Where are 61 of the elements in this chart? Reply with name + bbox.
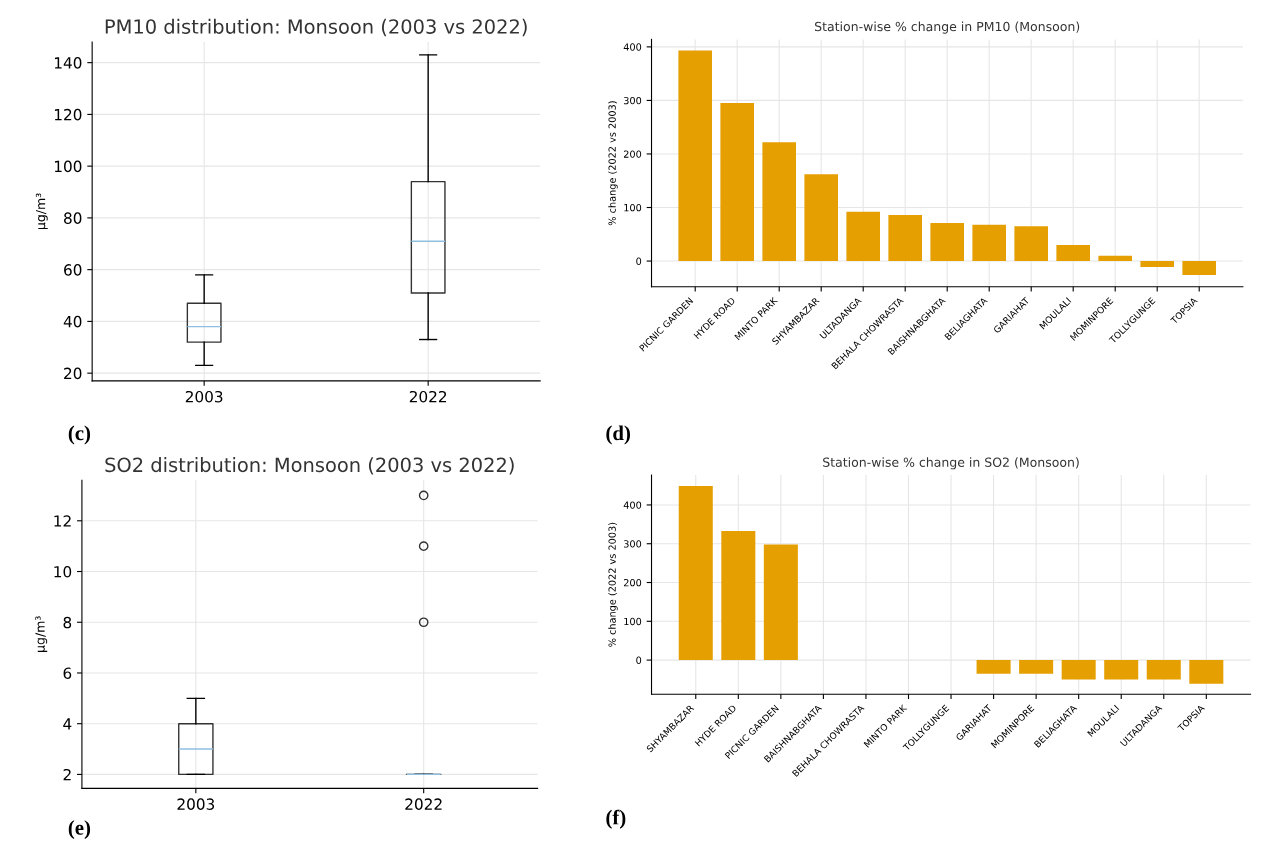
y-tick-label: 400	[623, 501, 642, 509]
y-tick-label: 2	[63, 768, 71, 781]
bar	[1061, 660, 1096, 680]
y-tick-label: 200	[623, 150, 642, 158]
y-tick-label: 120	[54, 108, 82, 121]
bar	[1189, 660, 1224, 684]
bar	[1140, 261, 1174, 267]
y-tick-label: 100	[624, 617, 642, 626]
x-tick-label: 2022	[405, 798, 442, 810]
y-tick-label: 80	[64, 212, 82, 224]
y-tick-label: 100	[54, 160, 82, 173]
y-tick-label: 4	[63, 718, 72, 730]
bar	[678, 50, 712, 262]
chart-title: Station-wise % change in SO2 (Monsoon)	[823, 457, 1079, 470]
y-tick-label: 6	[63, 667, 72, 679]
text: (e)	[68, 820, 91, 840]
y-tick-label: 0	[636, 257, 642, 265]
y-tick-label: 300	[623, 96, 642, 105]
x-tick-label: 2003	[185, 390, 223, 403]
y-tick-label: 8	[63, 616, 72, 629]
bar	[762, 142, 796, 262]
y-tick-label: 200	[623, 578, 642, 587]
bar	[763, 544, 798, 661]
y-tick-label: 0	[636, 656, 642, 664]
text: (d)	[606, 425, 630, 445]
x-tick-label: 2003	[177, 798, 215, 810]
y-tick-label: 60	[64, 264, 82, 276]
bar	[1014, 226, 1048, 262]
text: (c)	[68, 425, 91, 445]
bar	[1019, 660, 1054, 674]
bar	[1182, 261, 1216, 275]
text: (f)	[606, 809, 626, 829]
bar	[972, 224, 1006, 262]
bar	[1056, 244, 1090, 262]
y-tick-label: 100	[624, 203, 642, 212]
y-tick-label: 10	[54, 565, 72, 578]
bar	[1098, 255, 1132, 262]
bar	[720, 103, 754, 262]
y-tick-label: 20	[64, 367, 82, 380]
y-tick-label: 400	[623, 43, 642, 51]
chart-title: PM10 distribution: Monsoon (2003 vs 2022)	[105, 18, 527, 37]
bar	[804, 174, 838, 262]
y-tick-label: 140	[54, 57, 82, 69]
bar	[1146, 660, 1181, 680]
y-axis-title: µg/m³	[35, 616, 48, 652]
bar	[888, 215, 922, 262]
y-tick-label: 12	[54, 515, 71, 527]
y-tick-label: 40	[63, 315, 82, 328]
bar	[678, 485, 713, 661]
bar	[976, 660, 1011, 674]
y-axis-title: % change (2022 vs 2003)	[608, 522, 618, 647]
bar	[721, 530, 756, 661]
bar	[930, 223, 964, 262]
bar	[1104, 660, 1139, 680]
y-axis-title: µg/m³	[35, 193, 48, 230]
bar	[846, 211, 880, 262]
x-tick-label: 2022	[409, 390, 447, 403]
chart-title: Station-wise % change in PM10 (Monsoon)	[815, 21, 1080, 34]
y-tick-label: 300	[623, 540, 642, 548]
y-axis-title: % change (2022 vs 2003)	[608, 101, 618, 226]
chart-title: SO2 distribution: Monsoon (2003 vs 2022)	[105, 457, 514, 475]
